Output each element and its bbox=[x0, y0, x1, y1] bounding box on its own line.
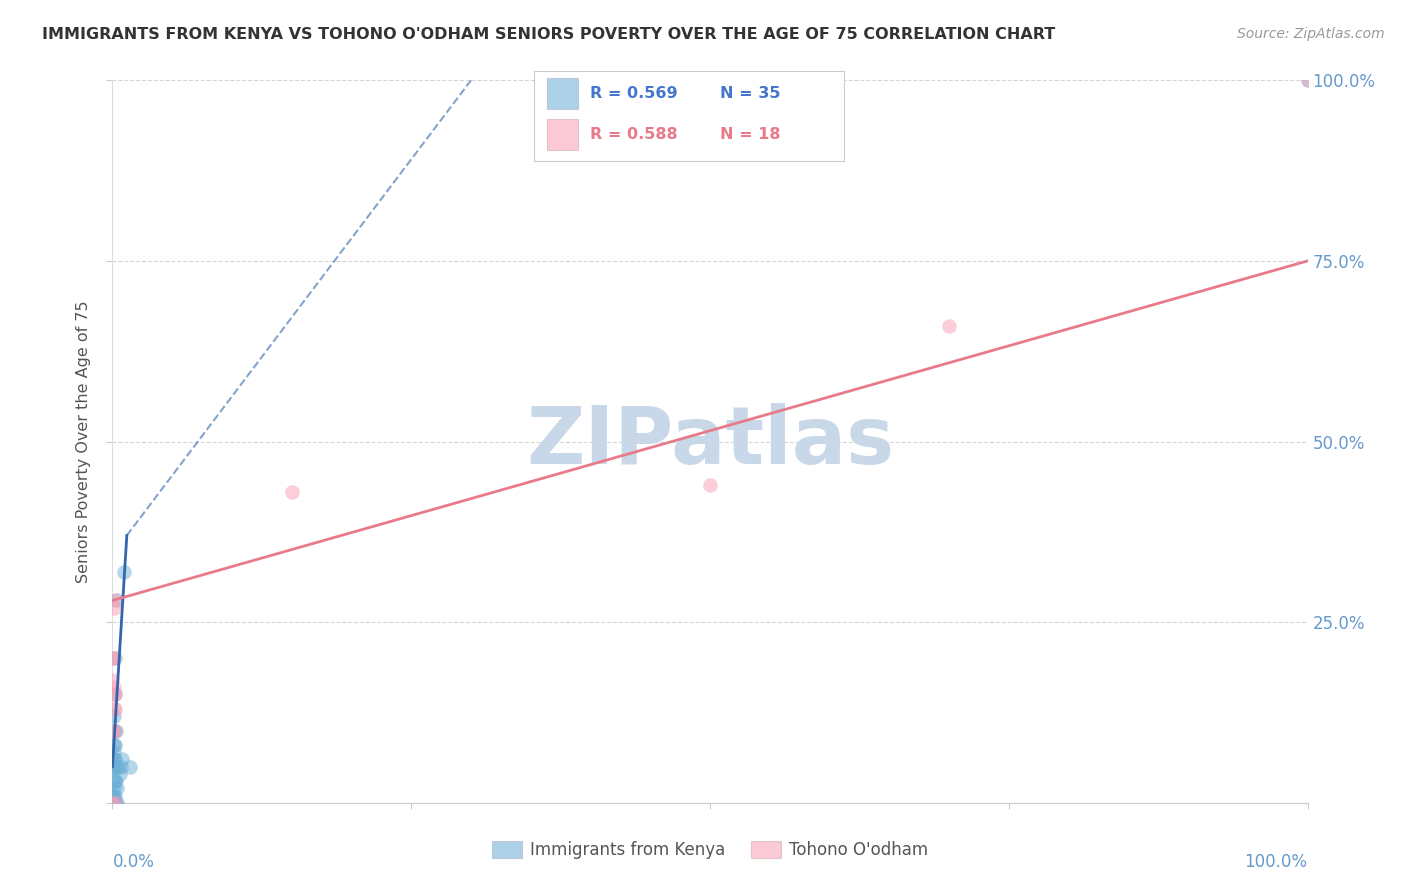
Point bbox=[104, 796, 127, 810]
Point bbox=[105, 774, 128, 789]
Point bbox=[108, 767, 131, 781]
Point bbox=[101, 673, 124, 687]
Text: N = 18: N = 18 bbox=[720, 127, 780, 142]
Point bbox=[104, 687, 127, 701]
Point bbox=[104, 738, 127, 752]
Point bbox=[101, 796, 124, 810]
Point bbox=[105, 723, 128, 738]
Point bbox=[110, 760, 132, 774]
Point bbox=[103, 760, 125, 774]
Point bbox=[101, 752, 124, 766]
Text: Source: ZipAtlas.com: Source: ZipAtlas.com bbox=[1237, 27, 1385, 41]
Point bbox=[103, 709, 125, 723]
Point bbox=[103, 723, 125, 738]
Point bbox=[104, 752, 127, 766]
Point bbox=[281, 485, 304, 500]
Point bbox=[101, 760, 124, 774]
Point bbox=[104, 702, 127, 716]
Point bbox=[104, 774, 127, 789]
Point bbox=[105, 593, 128, 607]
Point bbox=[103, 738, 125, 752]
Point bbox=[104, 723, 127, 738]
Point bbox=[103, 680, 125, 694]
Point bbox=[104, 789, 127, 803]
Point bbox=[104, 687, 127, 701]
Text: 100.0%: 100.0% bbox=[1244, 854, 1308, 871]
Point bbox=[103, 745, 125, 759]
Point bbox=[1296, 73, 1319, 87]
Point bbox=[103, 796, 125, 810]
Point bbox=[103, 781, 125, 796]
Bar bbox=[547, 78, 578, 109]
Point bbox=[103, 789, 125, 803]
Point bbox=[104, 651, 127, 665]
Point bbox=[699, 478, 721, 492]
Text: IMMIGRANTS FROM KENYA VS TOHONO O'ODHAM SENIORS POVERTY OVER THE AGE OF 75 CORRE: IMMIGRANTS FROM KENYA VS TOHONO O'ODHAM … bbox=[42, 27, 1056, 42]
Point bbox=[105, 796, 128, 810]
Legend: Immigrants from Kenya, Tohono O'odham: Immigrants from Kenya, Tohono O'odham bbox=[492, 841, 928, 860]
Point bbox=[103, 702, 125, 716]
Text: R = 0.588: R = 0.588 bbox=[591, 127, 678, 142]
Point bbox=[101, 723, 124, 738]
Y-axis label: Seniors Poverty Over the Age of 75: Seniors Poverty Over the Age of 75 bbox=[76, 301, 91, 582]
Point bbox=[105, 593, 128, 607]
Point bbox=[101, 651, 124, 665]
Point bbox=[105, 781, 128, 796]
Point bbox=[111, 752, 134, 766]
Point bbox=[1296, 73, 1319, 87]
Point bbox=[120, 760, 142, 774]
Point bbox=[938, 318, 960, 333]
Point bbox=[114, 565, 135, 579]
Point bbox=[104, 796, 127, 810]
Point bbox=[103, 774, 125, 789]
Text: 0.0%: 0.0% bbox=[112, 854, 155, 871]
Text: R = 0.569: R = 0.569 bbox=[591, 86, 678, 101]
Point bbox=[101, 789, 124, 803]
Point bbox=[103, 651, 125, 665]
Text: N = 35: N = 35 bbox=[720, 86, 780, 101]
Point bbox=[107, 760, 129, 774]
Point bbox=[103, 600, 125, 615]
Point bbox=[103, 752, 125, 766]
Bar bbox=[547, 119, 578, 150]
Point bbox=[105, 760, 128, 774]
Point bbox=[103, 687, 125, 701]
Text: ZIPatlas: ZIPatlas bbox=[526, 402, 894, 481]
Point bbox=[101, 796, 124, 810]
Point bbox=[105, 796, 128, 810]
